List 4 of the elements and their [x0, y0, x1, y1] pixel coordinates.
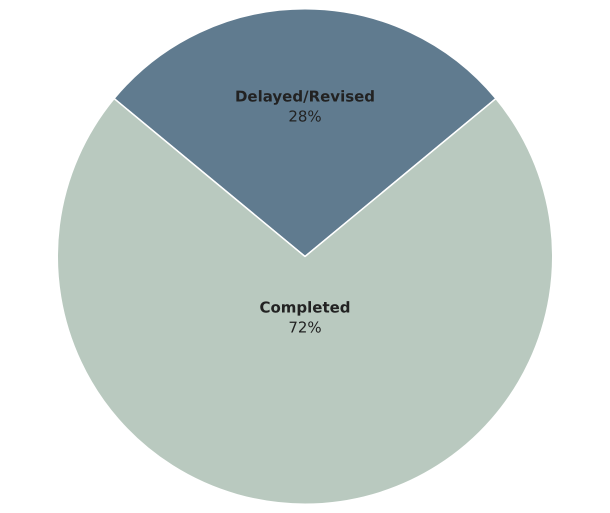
slice-label: Completed — [259, 298, 351, 316]
data-label: 72% — [288, 318, 322, 336]
slice-label: Delayed/Revised — [234, 88, 376, 106]
data-label: 28% — [288, 108, 322, 126]
